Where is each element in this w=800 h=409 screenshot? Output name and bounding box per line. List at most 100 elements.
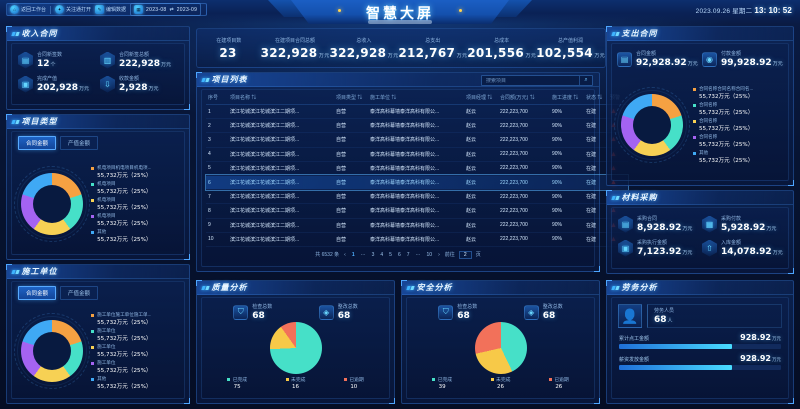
legend-item[interactable]: 合同名称 55,732万元（25%） — [692, 118, 785, 132]
toolbar-item-edit-data[interactable]: ✎ 编辑数据 — [95, 5, 126, 14]
table-row[interactable]: 8 滨江花城滨江花城滨江二期项... 自营 泰洋高科幕墙泰洋高科有限公... 赵云 222… — [206, 204, 628, 218]
legend-item[interactable]: 其他 55,732万元（25%） — [692, 150, 785, 164]
panel-title-labor: 劳务分析 — [621, 283, 658, 292]
legend-item[interactable]: 已逾期 10 — [343, 376, 364, 390]
date-range-picker[interactable]: ▦ 2023-08 ⇄ 2023-09 — [130, 3, 202, 16]
legend-item[interactable]: 施工单位 55,732万元（25%） — [91, 328, 181, 342]
metric-item: ⛉ 检查总数 68 — [438, 303, 477, 321]
row-manager: 赵云 — [466, 123, 477, 130]
legend-item[interactable]: 未完成 26 — [490, 376, 510, 390]
table-row[interactable]: 10 滨江花城滨江花城滨江二期项... 自营 泰洋高科幕墙泰洋高科有限公... 赵云 22… — [206, 232, 628, 247]
search-box[interactable]: ⌕ — [481, 75, 593, 86]
row-unit: 泰洋高科幕墙泰洋高科有限公... — [370, 109, 440, 116]
metric-grid-income: ▤ 合同新签数 12个 ▥ 合同新签总额 222,928万元 ▣ — [12, 44, 184, 100]
legend-item[interactable]: 已完成 75 — [227, 376, 247, 390]
tab-contract-amount[interactable]: 合同金额 — [18, 136, 57, 150]
table-column-header[interactable]: 施工单位 ⇅ — [368, 91, 464, 105]
table-column-header[interactable]: 合同额(万元) ⇅ — [498, 91, 550, 105]
legend-swatch — [432, 378, 436, 381]
toolbar-item-focus[interactable]: ✦ 关注通打开 — [55, 5, 91, 14]
search-input[interactable] — [482, 77, 579, 84]
tab-contract-amount[interactable]: 合同金额 — [18, 286, 57, 300]
panel-body-project-list: 序号 项目名称 ⇅ 项目类型 ⇅ 施工单位 ⇅ 项目经理 ⇅ 合同额(万元) ⇅ 施工进度 … — [201, 89, 629, 267]
pagination-next[interactable]: › — [438, 251, 440, 258]
panel-title-expense-contract: 支出合同 — [621, 29, 658, 38]
kpi-item: 总成本 201,556 万元 — [467, 37, 536, 60]
donut-ring — [20, 320, 83, 382]
table-column-header[interactable]: 序号 — [206, 91, 228, 105]
table-row[interactable]: 3 滨江花城滨江花城滨江二期项... 自营 泰洋高科幕墙泰洋高科有限公... 赵云 222… — [206, 133, 628, 148]
table-column-header[interactable]: 施工进度 ⇅ — [550, 91, 584, 105]
legend-item[interactable]: 已逾期 26 — [548, 376, 569, 390]
metric-value: 5,928.92 — [721, 223, 766, 233]
table-row[interactable]: 9 滨江花城滨江花城滨江二期项... 自营 泰洋高科幕墙泰洋高科有限公... 赵云 222… — [206, 218, 628, 233]
table-column-header[interactable]: 项目经理 ⇅ — [464, 91, 498, 105]
date-from-value[interactable]: 2023-08 — [146, 6, 167, 13]
pagination-page[interactable]: 3 — [371, 251, 375, 258]
pagination-page[interactable]: 7 — [406, 251, 410, 258]
metric-row-expense: ▤ 合同金额 92,928.92万元 ◉ 付款金额 99,928.92万元 — [612, 44, 788, 70]
toolbar-item-workbench[interactable]: ⌂ 返回工作台 — [10, 5, 46, 14]
legend-value: 26 — [555, 384, 563, 390]
ring-decoration-outer — [13, 166, 90, 242]
panel-quality-analysis: 质量分析 ⛉ 检查总数 68 ◈ 整改总数 68 — [196, 280, 395, 404]
row-unit: 泰洋高科幕墙泰洋高科有限公... — [370, 194, 440, 201]
legend-item[interactable]: 机电项目 55,732万元（25%） — [91, 197, 181, 211]
legend-item[interactable]: 机电项目 55,732万元（25%） — [91, 181, 181, 195]
row-name: 滨江花城滨江花城滨江二期项... — [230, 123, 300, 130]
toolbar-label-edit-data: 编辑数据 — [106, 7, 127, 13]
metric-item: ◈ 整改总数 68 — [523, 303, 563, 321]
legend-item[interactable]: 合同名称 55,732万元（25%） — [692, 134, 785, 148]
tab-output-amount[interactable]: 产值金额 — [60, 136, 99, 150]
legend-item[interactable]: 施工单位施工单位施工单... 55,732万元（25%） — [91, 312, 181, 326]
pagination-jump-input[interactable]: 2 — [458, 250, 472, 259]
pagination-page[interactable]: 10 — [426, 251, 433, 258]
legend-item[interactable]: 已完成 39 — [432, 376, 452, 390]
legend-item[interactable]: 合同名称 55,732万元（25%） — [692, 102, 785, 116]
panel-title-quality: 质量分析 — [211, 283, 248, 292]
tab-output-amount[interactable]: 产值金额 — [60, 286, 99, 300]
panel-body-safety: ⛉ 检查总数 68 ◈ 整改总数 68 已完成 39 未完成 26 已逾期 26 — [406, 297, 595, 399]
metric-label: 合同新签数 — [37, 52, 63, 58]
pagination-page[interactable]: ··· — [415, 251, 421, 258]
pagination-page[interactable]: 6 — [397, 251, 401, 258]
metric-unit: 万元 — [161, 62, 172, 68]
header-marker-icon — [201, 77, 210, 82]
table-column-header[interactable]: 项目名称 ⇅ — [228, 91, 334, 105]
row-name: 滨江花城滨江花城滨江二期项... — [230, 151, 300, 158]
legend-item[interactable]: 施工单位 55,732万元（25%） — [91, 344, 181, 358]
pie-chart-safety — [407, 322, 594, 374]
legend-item[interactable]: 其他 55,732万元（25%） — [91, 229, 181, 243]
legend-item[interactable]: 机电项目机电项目机电项... 55,732万元（25%） — [91, 165, 181, 179]
row-unit: 泰洋高科幕墙泰洋高科有限公... — [370, 180, 440, 187]
legend-item[interactable]: 未完成 16 — [285, 376, 305, 390]
legend-value: 75 — [233, 384, 241, 390]
pagination-prev[interactable]: ‹ — [344, 251, 346, 258]
pagination-page[interactable]: 5 — [389, 251, 392, 258]
search-icon[interactable]: ⌕ — [579, 76, 592, 85]
date-to-value[interactable]: 2023-09 — [176, 6, 198, 13]
metric-unit: 万元 — [79, 86, 90, 92]
legend-item[interactable]: 施工单位 55,732万元（25%） — [91, 360, 181, 374]
legend-label: 已完成 — [232, 378, 248, 383]
table-column-header[interactable]: 项目类型 ⇅ — [334, 91, 368, 105]
table-row[interactable]: 7 滨江花城滨江花城滨江二期项... 自营 泰洋高科幕墙泰洋高科有限公... 赵云 222… — [206, 190, 628, 204]
pagination-page[interactable]: 4 — [380, 251, 384, 258]
table-column-header[interactable]: 状态 ⇅ — [584, 91, 608, 105]
pagination-page[interactable]: ··· — [360, 251, 366, 258]
table-row[interactable]: 5 滨江花城滨江花城滨江二期项... 自营 泰洋高科幕墙泰洋高科有限公... 赵云 222… — [206, 161, 628, 176]
pagination-page[interactable]: 1 — [351, 251, 355, 258]
tab-group-project-type: 合同金额 产值金额 — [12, 132, 184, 150]
donut-hole — [32, 332, 71, 370]
table-row[interactable]: 2 滨江花城滨江花城滨江二期项... 自营 泰洋高科幕墙泰洋高科有限公... 赵云 222… — [206, 119, 628, 133]
table-row[interactable]: 4 滨江花城滨江花城滨江二期项... 自营 泰洋高科幕墙泰洋高科有限公... 赵云 222… — [206, 147, 628, 162]
legend-item[interactable]: 其他 55,732万元（25%） — [91, 376, 181, 390]
legend-value: 10 — [350, 384, 358, 390]
progress-fill — [619, 365, 733, 370]
row-unit: 泰洋高科幕墙泰洋高科有限公... — [370, 222, 440, 229]
legend-item[interactable]: 合同名称合同名称合同名... 55,732万元（25%） — [692, 86, 785, 100]
row-type: 自营 — [336, 165, 347, 172]
legend-item[interactable]: 机电项目 55,732万元（25%） — [91, 213, 181, 227]
table-row[interactable]: 1 滨江花城滨江花城滨江二期项... 自营 泰洋高科幕墙泰洋高科有限公... 赵云 222… — [206, 105, 628, 119]
table-row[interactable]: 6 滨江花城滨江花城滨江二期项... 自营 泰洋高科幕墙泰洋高科有限公... 赵云 222… — [205, 174, 629, 191]
